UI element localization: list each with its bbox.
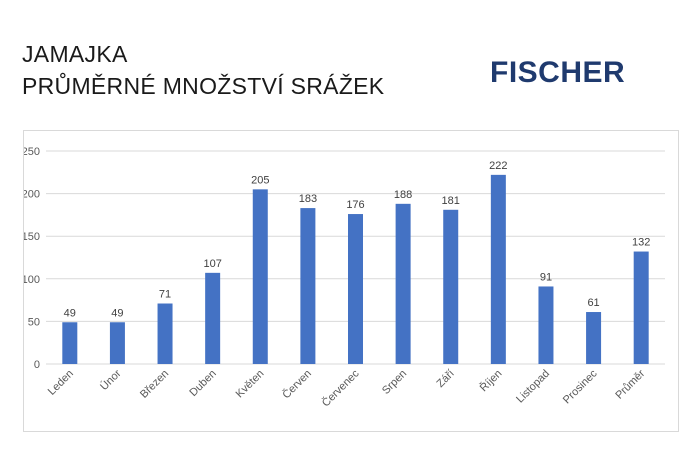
- bar: [443, 209, 459, 364]
- data-label: 222: [489, 160, 507, 172]
- data-label: 181: [442, 195, 460, 207]
- data-label: 61: [587, 297, 599, 309]
- bar: [348, 214, 363, 364]
- data-label: 132: [632, 237, 650, 249]
- x-tick-label: Leden: [46, 368, 76, 398]
- bar: [109, 322, 125, 364]
- data-label: 205: [251, 174, 269, 186]
- bar: [252, 189, 268, 364]
- x-tick-label: Červen: [280, 367, 314, 401]
- data-label: 188: [394, 189, 412, 201]
- chart-panel: 0 50 100 150 200 250 49 Leden 49 Únor 71 Březen 107 D…: [23, 130, 679, 432]
- y-tick-label: 100: [24, 274, 40, 286]
- x-tick-label: Říjen: [477, 367, 504, 394]
- x-tick-label: Květen: [234, 368, 267, 401]
- data-label: 71: [159, 289, 171, 301]
- fischer-logo: FISCHER: [490, 56, 626, 89]
- bar-chart: 0 50 100 150 200 250 49 Leden 49 Únor 71 Březen 107 D…: [24, 146, 665, 410]
- x-tick-label: Únor: [97, 367, 123, 393]
- y-tick-label: 150: [24, 231, 40, 243]
- x-tick-label: Průměr: [613, 367, 647, 401]
- x-tick-label: Prosinec: [561, 367, 600, 406]
- title-line-country: JAMAJKA: [22, 41, 128, 67]
- data-label: 176: [346, 199, 364, 211]
- bar: [633, 251, 649, 364]
- data-label: 183: [299, 193, 317, 205]
- x-tick-label: Březen: [138, 368, 171, 401]
- x-tick-label: Červenec: [319, 367, 362, 410]
- x-tick-label: Září: [435, 368, 457, 390]
- data-label: 91: [540, 271, 552, 283]
- x-tick-label: Duben: [187, 368, 218, 399]
- data-label: 49: [64, 307, 76, 319]
- y-tick-label: 0: [34, 359, 40, 371]
- bar: [538, 286, 554, 364]
- bar: [205, 272, 221, 364]
- bar: [395, 203, 411, 364]
- y-tick-label: 250: [24, 146, 40, 158]
- x-tick-label: Listopad: [514, 368, 552, 406]
- page-title: JAMAJKA PRŮMĚRNÉ MNOŽSTVÍ SRÁŽEK: [22, 38, 384, 102]
- bar: [586, 312, 602, 364]
- bar: [300, 208, 316, 364]
- bar: [490, 174, 506, 364]
- title-line-subtitle: PRŮMĚRNÉ MNOŽSTVÍ SRÁŽEK: [22, 73, 385, 99]
- data-label: 49: [111, 307, 123, 319]
- data-label: 107: [203, 258, 221, 270]
- bar: [62, 322, 78, 364]
- y-tick-label: 200: [24, 189, 40, 201]
- bar: [157, 303, 173, 364]
- x-tick-label: Srpen: [380, 368, 409, 397]
- y-tick-label: 50: [28, 316, 40, 328]
